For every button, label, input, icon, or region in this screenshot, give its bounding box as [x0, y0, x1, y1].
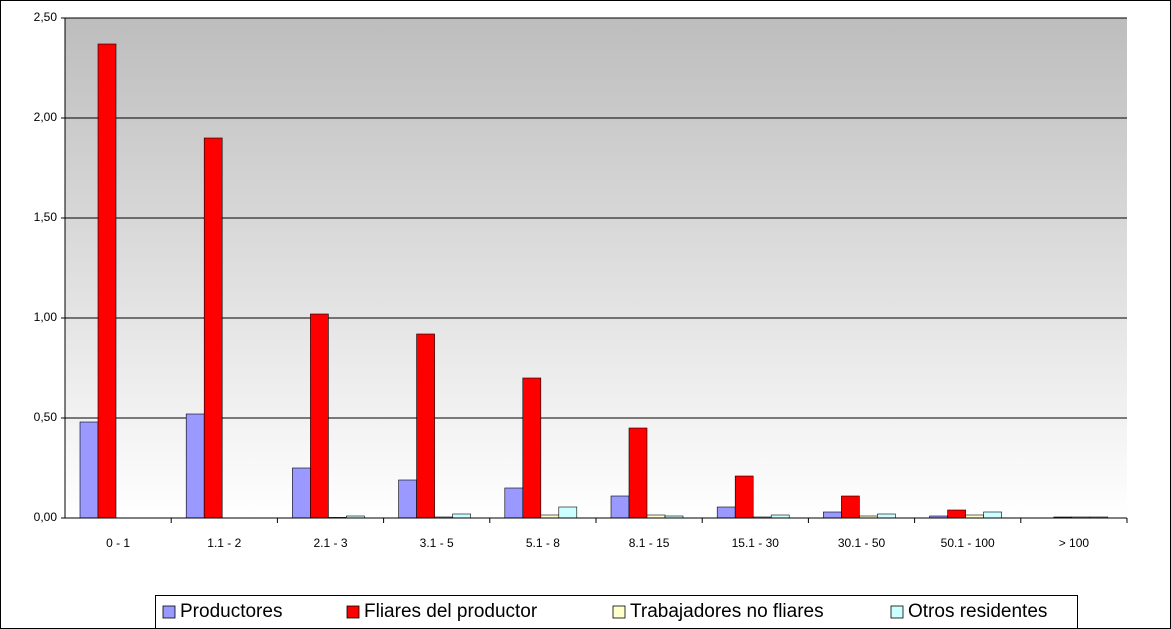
bar: [79, 421, 99, 519]
bar: [947, 509, 966, 519]
bar: [398, 479, 417, 519]
plot-area: [65, 18, 1127, 518]
x-tick-label: 30.1 - 50: [838, 536, 886, 550]
bar: [310, 313, 329, 519]
legend-label: Otros residentes: [908, 601, 1047, 622]
x-tick-label: 8.1 - 15: [629, 536, 670, 550]
bar: [97, 43, 117, 519]
legend-swatch: [346, 605, 360, 619]
x-tick-label: 50.1 - 100: [941, 536, 995, 550]
bar: [504, 487, 524, 519]
x-tick-label: 1.1 - 2: [207, 536, 241, 550]
y-tick-label: 2,00: [34, 110, 58, 124]
bar: [841, 495, 860, 519]
x-tick-label: 15.1 - 30: [732, 536, 780, 550]
bar: [452, 513, 471, 519]
legend-label: Productores: [180, 601, 282, 622]
legend-swatch: [890, 605, 904, 619]
bar: [203, 137, 223, 519]
bar: [416, 333, 435, 519]
y-tick-label: 1,50: [34, 210, 58, 224]
legend-label: Trabajadores no fliares: [630, 601, 824, 622]
y-tick-label: 2,50: [34, 10, 58, 24]
bar: [292, 467, 311, 519]
legend-swatch: [612, 605, 626, 619]
y-tick-label: 1,00: [34, 310, 58, 324]
x-tick-label: 5.1 - 8: [526, 536, 560, 550]
bar: [628, 427, 648, 519]
bar: [522, 377, 542, 519]
bar: [716, 506, 736, 519]
y-tick-label: 0,50: [34, 410, 58, 424]
bar: [877, 513, 896, 519]
x-tick-label: 0 - 1: [106, 536, 130, 550]
x-tick-label: 3.1 - 5: [420, 536, 454, 550]
bar: [823, 511, 842, 519]
y-tick-label: 0,00: [34, 510, 58, 524]
bar: [185, 413, 205, 519]
legend-label: Fliares del productor: [364, 601, 538, 622]
bar: [610, 495, 630, 519]
bar: [734, 475, 754, 519]
x-tick-label: > 100: [1059, 536, 1090, 550]
bar: [983, 511, 1002, 519]
bar: [558, 506, 578, 519]
legend-swatch: [162, 605, 176, 619]
x-tick-label: 2.1 - 3: [313, 536, 347, 550]
